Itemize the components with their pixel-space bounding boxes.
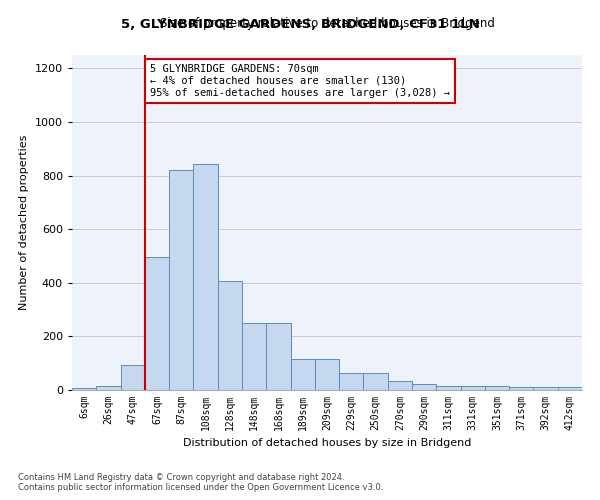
Bar <box>145 258 169 390</box>
Title: Size of property relative to detached houses in Bridgend: Size of property relative to detached ho… <box>160 17 494 30</box>
Bar <box>169 170 193 390</box>
Bar <box>242 323 266 390</box>
Bar <box>193 164 218 390</box>
Bar <box>436 386 461 390</box>
Bar <box>72 388 96 390</box>
Bar <box>558 388 582 390</box>
Bar <box>218 282 242 390</box>
X-axis label: Distribution of detached houses by size in Bridgend: Distribution of detached houses by size … <box>183 438 471 448</box>
Bar <box>485 386 509 390</box>
Bar <box>412 384 436 390</box>
Bar <box>509 388 533 390</box>
Bar <box>121 364 145 390</box>
Bar <box>533 388 558 390</box>
Bar <box>364 372 388 390</box>
Bar <box>290 359 315 390</box>
Bar <box>461 386 485 390</box>
Bar <box>315 359 339 390</box>
Text: Contains public sector information licensed under the Open Government Licence v3: Contains public sector information licen… <box>18 484 383 492</box>
Text: 5 GLYNBRIDGE GARDENS: 70sqm
← 4% of detached houses are smaller (130)
95% of sem: 5 GLYNBRIDGE GARDENS: 70sqm ← 4% of deta… <box>150 64 450 98</box>
Bar <box>266 323 290 390</box>
Bar <box>388 382 412 390</box>
Bar <box>96 386 121 390</box>
Text: 5, GLYNBRIDGE GARDENS, BRIDGEND, CF31 1LN: 5, GLYNBRIDGE GARDENS, BRIDGEND, CF31 1L… <box>121 18 479 30</box>
Text: Contains HM Land Registry data © Crown copyright and database right 2024.: Contains HM Land Registry data © Crown c… <box>18 474 344 482</box>
Bar <box>339 372 364 390</box>
Y-axis label: Number of detached properties: Number of detached properties <box>19 135 29 310</box>
